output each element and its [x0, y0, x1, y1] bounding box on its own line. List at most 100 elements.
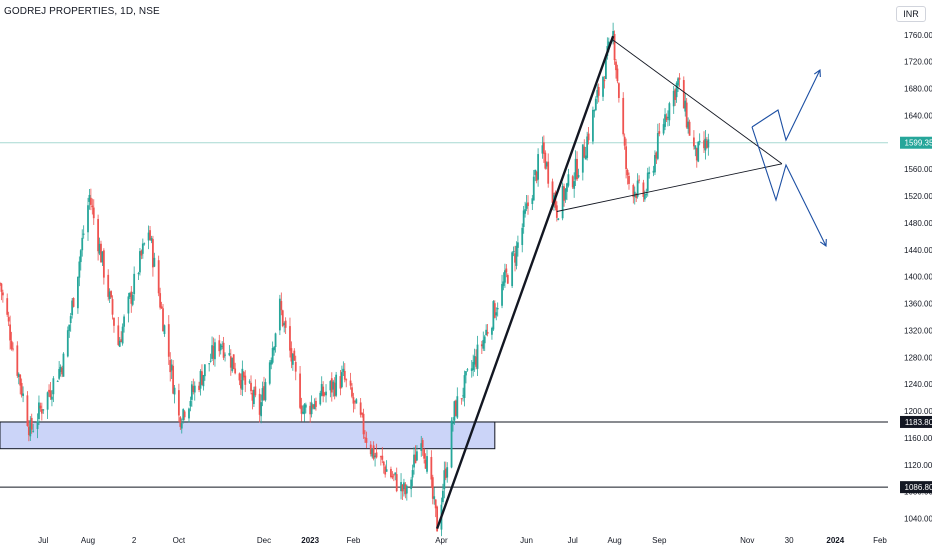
candle-body: [433, 496, 436, 500]
x-tick-label: Jul: [568, 536, 578, 545]
candle-body: [169, 360, 172, 373]
candle-body: [127, 296, 130, 314]
candle-body: [0, 283, 3, 292]
candle-body: [101, 251, 104, 263]
candle-body: [123, 316, 125, 327]
candle-body: [596, 90, 599, 98]
candle-body: [98, 243, 101, 254]
candle-body: [12, 348, 14, 350]
candle-body: [654, 155, 656, 173]
candle-body: [592, 109, 594, 142]
candle-body: [574, 158, 577, 180]
candle-body: [682, 80, 685, 109]
candle-body: [664, 114, 666, 127]
candle-body: [517, 242, 519, 248]
candle-body: [665, 116, 668, 120]
candle-body: [117, 325, 120, 345]
candle-body: [323, 393, 326, 395]
candle-body: [281, 310, 284, 327]
candle-body: [483, 336, 486, 344]
candle-body: [444, 468, 447, 479]
candle-body: [480, 344, 483, 347]
candle-body: [78, 261, 81, 278]
candle-body: [212, 345, 215, 359]
candle-body: [677, 78, 679, 86]
candle-body: [586, 136, 589, 158]
candle-body: [42, 409, 45, 411]
candle-body: [309, 405, 312, 415]
candle-body: [7, 317, 10, 322]
x-tick-label: Apr: [435, 536, 448, 545]
support-zone: [0, 421, 496, 450]
candle-body: [695, 148, 698, 161]
candle-body: [160, 306, 163, 309]
candle-body: [561, 185, 564, 219]
candle-body: [79, 250, 82, 263]
candle-body: [214, 342, 216, 360]
candle-body: [201, 371, 203, 385]
x-tick-label: Feb: [873, 536, 887, 545]
candle-body: [567, 174, 570, 186]
candle-body: [345, 379, 348, 381]
candle-body: [443, 470, 446, 490]
candle-body: [678, 77, 681, 80]
candle-body: [688, 121, 691, 136]
candle-body: [382, 461, 385, 466]
candle-body: [107, 274, 110, 297]
x-tick-label: 2: [132, 536, 137, 545]
candle-body: [504, 270, 506, 283]
candle-body: [505, 268, 508, 273]
y-tick-label: 1280.00: [904, 353, 932, 362]
price-labels-layer: 1599.35 1183.80 1086.80: [900, 136, 932, 494]
chart-title: GODREJ PROPERTIES, 1D, NSE: [4, 6, 160, 17]
y-tick-label: 1400.00: [904, 273, 932, 282]
candle-body: [177, 390, 180, 416]
candle-body: [16, 345, 19, 376]
candle-body: [646, 172, 649, 192]
candle-body: [534, 169, 537, 176]
x-tick-label: Aug: [607, 536, 621, 545]
candle-body: [446, 467, 449, 478]
candle-body: [141, 243, 144, 254]
candle-body: [173, 387, 176, 395]
candle-body: [108, 291, 111, 300]
candle-body: [290, 348, 293, 362]
candle-body: [322, 386, 325, 397]
currency-button[interactable]: INR: [896, 6, 926, 22]
candle-body: [30, 417, 33, 430]
candle-body: [436, 506, 439, 532]
candle-body: [704, 138, 707, 151]
candle-body: [291, 353, 294, 365]
candles-layer: [0, 22, 710, 537]
candle-body: [349, 380, 352, 386]
candle-body: [56, 380, 59, 382]
candle-body: [6, 298, 9, 315]
candle-body: [381, 455, 384, 460]
last-price-label: 1599.35: [905, 139, 932, 148]
candle-body: [242, 372, 245, 378]
candle-body: [0, 282, 1, 284]
candle-body: [544, 152, 547, 169]
candle-body: [375, 452, 378, 458]
candle-body: [263, 386, 265, 400]
candle-body: [470, 368, 473, 371]
candle-body: [643, 194, 646, 200]
candle-body: [636, 180, 639, 197]
candle-body: [414, 454, 417, 464]
x-tick-label: Feb: [347, 536, 361, 545]
candle-body: [698, 140, 701, 142]
candle-body: [462, 395, 464, 397]
candle-body: [273, 347, 275, 351]
candle-body: [22, 393, 24, 396]
candle-body: [577, 174, 580, 178]
candle-body: [302, 411, 304, 414]
candle-body: [430, 456, 433, 480]
candle-body: [304, 404, 307, 408]
candle-body: [333, 382, 336, 397]
candle-body: [315, 400, 317, 407]
y-tick-label: 1160.00: [904, 434, 932, 443]
candle-body: [100, 243, 102, 263]
candle-body: [38, 402, 40, 420]
